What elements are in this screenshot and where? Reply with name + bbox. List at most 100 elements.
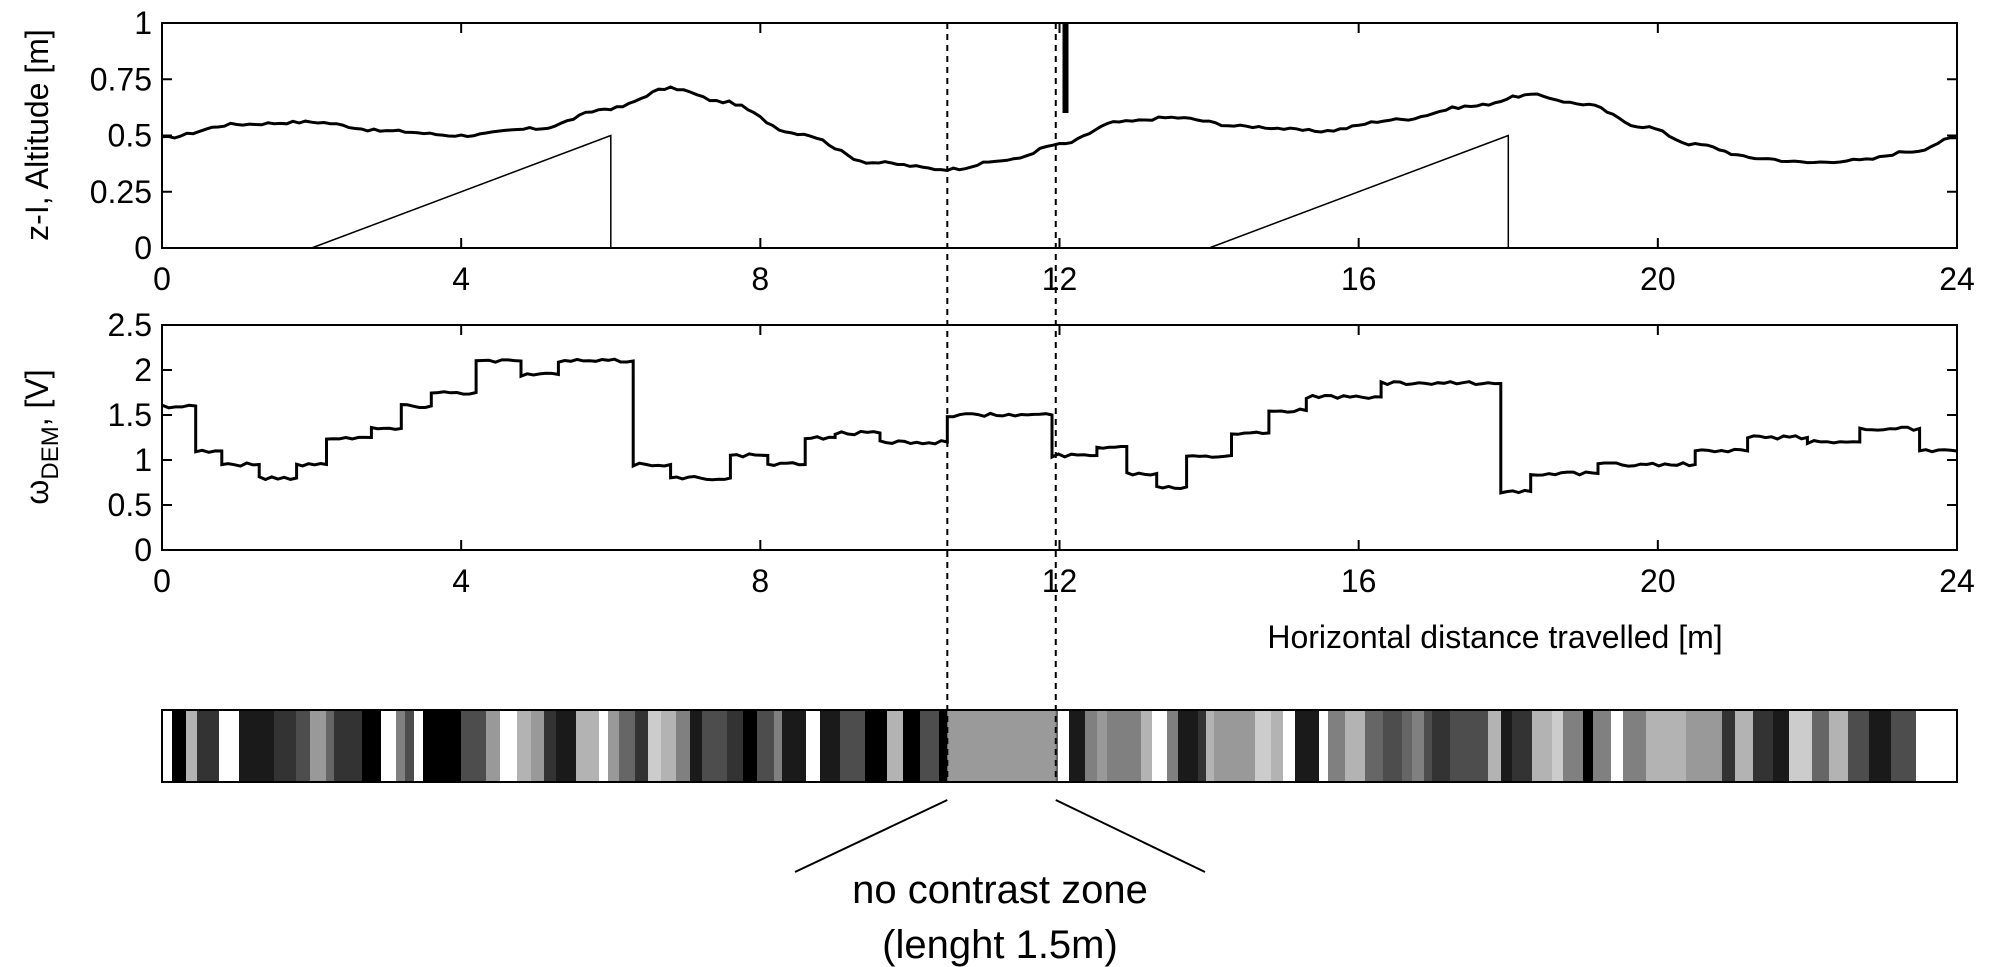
- no-contrast-zone: [947, 710, 1056, 782]
- altitude-x-tick-label: 12: [1042, 261, 1078, 297]
- voltage-y-tick-label: 1.5: [108, 397, 152, 433]
- texture-bar: [423, 710, 443, 782]
- texture-bar: [1058, 710, 1069, 782]
- texture-bar: [887, 710, 903, 782]
- texture-bar: [774, 710, 782, 782]
- texture-bar: [381, 710, 396, 782]
- texture-bar: [1412, 710, 1424, 782]
- texture-bar: [1916, 710, 1937, 782]
- voltage-x-tick-label: 12: [1042, 563, 1078, 599]
- texture-bar: [608, 710, 619, 782]
- texture-bar: [1735, 710, 1753, 782]
- texture-bar: [1424, 710, 1432, 782]
- voltage-output-voltage-line: [161, 357, 1958, 495]
- altitude-altitude-line: [161, 85, 1958, 173]
- texture-bar: [727, 710, 743, 782]
- altitude-plot-frame: [161, 22, 1958, 249]
- voltage-y-tick-label: 2: [134, 352, 152, 388]
- texture-bar: [1593, 710, 1611, 782]
- texture-bar: [1611, 710, 1623, 782]
- texture-bar: [1937, 710, 1956, 782]
- texture-bar: [1328, 710, 1345, 782]
- altitude-y-tick-label: 0.5: [108, 118, 152, 154]
- voltage-x-tick-label: 8: [751, 563, 769, 599]
- texture-bar: [702, 710, 727, 782]
- texture-bar: [517, 710, 531, 782]
- texture-bar: [1206, 710, 1214, 782]
- voltage-x-tick-label: 24: [1939, 563, 1975, 599]
- texture-bar: [576, 710, 599, 782]
- texture-bar: [1383, 710, 1402, 782]
- voltage-y-tick-label: 0.5: [108, 487, 152, 523]
- altitude-x-tick-label: 4: [452, 261, 470, 297]
- texture-bar: [820, 710, 840, 782]
- texture-bar: [1848, 710, 1869, 782]
- texture-bar: [1450, 710, 1464, 782]
- texture-bar: [648, 710, 661, 782]
- texture-strip-bars: [162, 710, 1957, 782]
- texture-bar: [405, 710, 414, 782]
- texture-bar: [676, 710, 690, 782]
- texture-bar: [162, 710, 172, 782]
- altitude-y-tick-label: 0.25: [90, 174, 152, 210]
- annotation-leader-right: [1055, 799, 1206, 873]
- texture-bar: [296, 710, 310, 782]
- altitude-x-tick-label: 8: [751, 261, 769, 297]
- voltage-x-tick-label: 20: [1640, 563, 1676, 599]
- texture-bar: [326, 710, 334, 782]
- texture-bar: [352, 710, 362, 782]
- texture-bar: [239, 710, 252, 782]
- texture-bar: [1563, 710, 1583, 782]
- texture-bar: [1512, 710, 1532, 782]
- texture-bar: [1069, 710, 1085, 782]
- altitude-axis-ticks: 0 4 8 12 16 20 24 0 0.25 0.5 0.75 1: [90, 5, 1975, 297]
- voltage-y-axis-label-subscript: DEM: [37, 426, 64, 479]
- texture-bar: [840, 710, 865, 782]
- texture-bar: [1722, 710, 1735, 782]
- texture-bar: [334, 710, 352, 782]
- texture-bar: [1464, 710, 1488, 782]
- texture-bar: [1178, 710, 1198, 782]
- voltage-plot-frame: [161, 324, 1958, 551]
- texture-bar: [1869, 710, 1891, 782]
- voltage-axis-ticks: 0 4 8 12 16 20 24 0 0.5 1 1.5 2 2.5: [108, 307, 1975, 599]
- texture-bar: [556, 710, 576, 782]
- voltage-y-axis-label-unit: , [V]: [19, 369, 55, 426]
- annotation-leader-left: [794, 799, 948, 873]
- altitude-y-tick-label: 1: [134, 5, 152, 41]
- texture-bar: [1789, 710, 1802, 782]
- texture-bar: [635, 710, 648, 782]
- texture-bar: [1121, 710, 1141, 782]
- texture-bar: [1829, 710, 1848, 782]
- texture-bar: [1255, 710, 1271, 782]
- texture-bar: [1295, 710, 1319, 782]
- altitude-x-tick-label: 0: [153, 261, 171, 297]
- texture-bar: [274, 710, 296, 782]
- voltage-y-axis-label-main: ω: [19, 480, 55, 505]
- altitude-y-axis-label: z-I, Altitude [m]: [19, 29, 55, 241]
- texture-bar: [690, 710, 702, 782]
- altitude-panel: 0 4 8 12 16 20 24 0 0.25 0.5 0.75 1 z-I, Altitude […: [19, 5, 1975, 297]
- no-contrast-zone-annotation: no contrast zone (lenght 1.5m): [852, 868, 1148, 967]
- texture-bar: [1686, 710, 1697, 782]
- altitude-x-tick-label: 16: [1341, 261, 1377, 297]
- texture-bar: [1141, 710, 1152, 782]
- texture-bar: [1891, 710, 1916, 782]
- texture-bar: [1345, 710, 1365, 782]
- texture-bar: [1198, 710, 1206, 782]
- voltage-y-tick-label: 1: [134, 442, 152, 478]
- texture-bar: [1214, 710, 1238, 782]
- texture-bar: [1802, 710, 1812, 782]
- texture-bar: [599, 710, 608, 782]
- texture-bar: [1812, 710, 1829, 782]
- voltage-y-tick-label: 0: [134, 532, 152, 568]
- texture-bar: [1238, 710, 1255, 782]
- texture-bar: [1667, 710, 1686, 782]
- texture-bar: [1152, 710, 1167, 782]
- texture-bar: [1432, 710, 1450, 782]
- voltage-y-tick-label: 2.5: [108, 307, 152, 343]
- texture-bar: [310, 710, 326, 782]
- texture-bar: [1583, 710, 1593, 782]
- texture-bar: [362, 710, 381, 782]
- no-contrast-zone-guides: [794, 23, 1206, 873]
